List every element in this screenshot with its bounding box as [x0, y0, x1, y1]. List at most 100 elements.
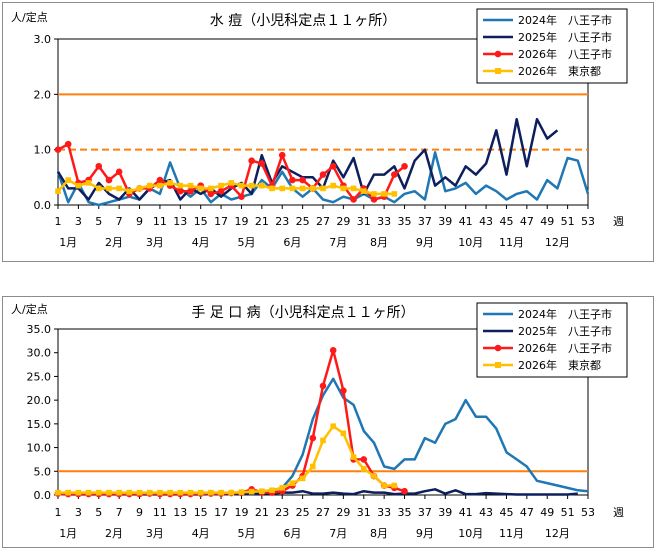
x-tick-label: 31 [357, 506, 371, 519]
data-point-s2026_tokyo [95, 185, 102, 192]
y-tick-label: 15.0 [27, 418, 52, 431]
x-tick-label: 13 [173, 215, 187, 228]
data-point-s2026_tokyo [238, 182, 245, 189]
x-tick-label: 39 [438, 215, 452, 228]
y-tick-label: 30.0 [27, 347, 52, 360]
x-tick-label: 51 [561, 215, 575, 228]
data-point-s2026_tokyo [289, 480, 296, 486]
month-label: 3月 [146, 236, 164, 249]
y-tick-label: 20.0 [27, 394, 52, 407]
data-point-s2026_tokyo [116, 489, 122, 496]
x-tick-label: 47 [520, 506, 534, 519]
data-point-s2026_hachioji [391, 171, 398, 178]
x-tick-label: 15 [194, 506, 208, 519]
month-label: 2月 [105, 527, 123, 540]
legend-marker-s2026_tokyo [495, 68, 501, 74]
month-label: 4月 [192, 527, 210, 540]
x-tick-label: 21 [255, 215, 269, 228]
data-point-s2026_hachioji [217, 187, 225, 195]
data-point-s2026_tokyo [299, 185, 306, 192]
month-label: 6月 [283, 527, 301, 540]
data-point-s2026_tokyo [330, 423, 336, 430]
x-tick-label: 25 [296, 506, 310, 519]
hand-foot-mouth-chart-panel: 手 足 口 病（小児科定点１１ヶ所） 人/定点 0.0 5.0 10.0 15.0 20.0… [2, 296, 654, 548]
y-tick-label: 0.0 [34, 489, 52, 502]
data-point-s2026_tokyo [136, 489, 143, 496]
data-point-s2026_tokyo [136, 185, 143, 192]
data-point-s2026_tokyo [259, 488, 265, 495]
data-point-s2026_tokyo [177, 182, 184, 189]
x-tick-label: 53 [581, 506, 595, 519]
x-tick-label: 3 [75, 506, 82, 519]
x-tick-label: 37 [418, 215, 432, 228]
data-point-s2026_tokyo [157, 489, 163, 496]
legend-label: 2026年 八王子市 [518, 47, 612, 61]
data-point-s2026_tokyo [360, 466, 367, 472]
x-tick-label: 49 [540, 215, 554, 228]
data-point-s2026_hachioji [278, 151, 286, 159]
data-point-s2026_tokyo [218, 182, 224, 189]
data-point-s2026_tokyo [228, 489, 235, 496]
x-tick-label: 15 [194, 215, 208, 228]
series-line-s2024 [57, 377, 589, 496]
data-point-s2026_tokyo [218, 489, 224, 496]
month-label: 2月 [105, 236, 123, 249]
x-tick-label: 9 [136, 506, 143, 519]
data-point-s2026_tokyo [289, 185, 296, 192]
data-point-s2026_tokyo [360, 188, 367, 194]
data-point-s2026_hachioji [207, 190, 215, 198]
month-label: 12月 [545, 527, 570, 540]
x-tick-label: 27 [316, 506, 330, 519]
x-tick-label: 9 [136, 215, 143, 228]
x-tick-label: 33 [377, 506, 391, 519]
hand-foot-mouth-chart: 手 足 口 病（小児科定点１１ヶ所） 人/定点 0.0 5.0 10.0 15.0 20.0… [11, 302, 628, 540]
data-point-s2026_hachioji [95, 162, 103, 170]
x-tick-label: 31 [357, 215, 371, 228]
series-line-s2026_tokyo [58, 424, 395, 494]
data-point-s2026_tokyo [85, 489, 92, 496]
data-point-s2026_tokyo [146, 182, 153, 189]
data-point-s2026_tokyo [126, 489, 133, 496]
x-tick-label: 35 [398, 215, 412, 228]
x-axis-label: 週 [613, 506, 624, 519]
data-point-s2026_tokyo [157, 182, 163, 189]
data-point-s2026_tokyo [75, 182, 82, 189]
data-point-s2026_hachioji [115, 168, 123, 176]
chart-title: 水 痘（小児科定点１１ヶ所） [210, 13, 396, 29]
x-tick-label: 39 [438, 506, 452, 519]
data-point-s2026_tokyo [330, 182, 336, 189]
data-point-s2026_hachioji [105, 176, 113, 184]
x-tick-label: 41 [459, 215, 473, 228]
data-point-s2026_tokyo [340, 430, 347, 437]
month-label: 12月 [545, 236, 570, 249]
data-point-s2026_hachioji [187, 187, 194, 195]
data-point-s2026_hachioji [64, 140, 72, 148]
data-point-s2026_hachioji [299, 176, 306, 184]
chicken-pox-chart-panel: 水 痘（小児科定点１１ヶ所） 人/定点 0.0 1.0 2.0 3.0 1 3 5 7 9 11 13 1… [2, 2, 654, 262]
series-line-s2026_tokyo [57, 178, 395, 196]
x-tick-label: 29 [336, 506, 350, 519]
data-point-s2026_tokyo [340, 185, 347, 192]
month-label: 5月 [238, 527, 256, 540]
series-line-s2025 [56, 117, 559, 201]
legend-label: 2025年 八王子市 [518, 324, 612, 338]
data-point-s2026_hachioji [401, 162, 408, 170]
chicken-pox-chart: 水 痘（小児科定点１１ヶ所）人/定点0.01.02.03.01 3 5 7 9 11 13 1… [11, 8, 628, 249]
data-point-s2026_tokyo [238, 489, 245, 495]
data-point-s2026_tokyo [350, 185, 357, 192]
month-label: 10月 [458, 527, 483, 540]
month-label: 5月 [238, 236, 256, 249]
data-point-s2026_hachioji [360, 456, 368, 463]
data-point-s2026_tokyo [279, 185, 286, 192]
month-label: 9月 [416, 236, 434, 249]
month-label: 9月 [416, 527, 434, 540]
x-tick-label: 49 [540, 506, 554, 519]
data-point-s2026_tokyo [391, 482, 398, 489]
data-point-s2026_hachioji [340, 387, 347, 394]
data-point-s2026_tokyo [65, 177, 71, 183]
month-label: 6月 [283, 236, 301, 249]
data-point-s2026_hachioji [54, 146, 62, 153]
data-point-s2026_tokyo [248, 488, 255, 495]
x-tick-label: 23 [275, 215, 289, 228]
data-point-s2026_tokyo [208, 489, 214, 496]
